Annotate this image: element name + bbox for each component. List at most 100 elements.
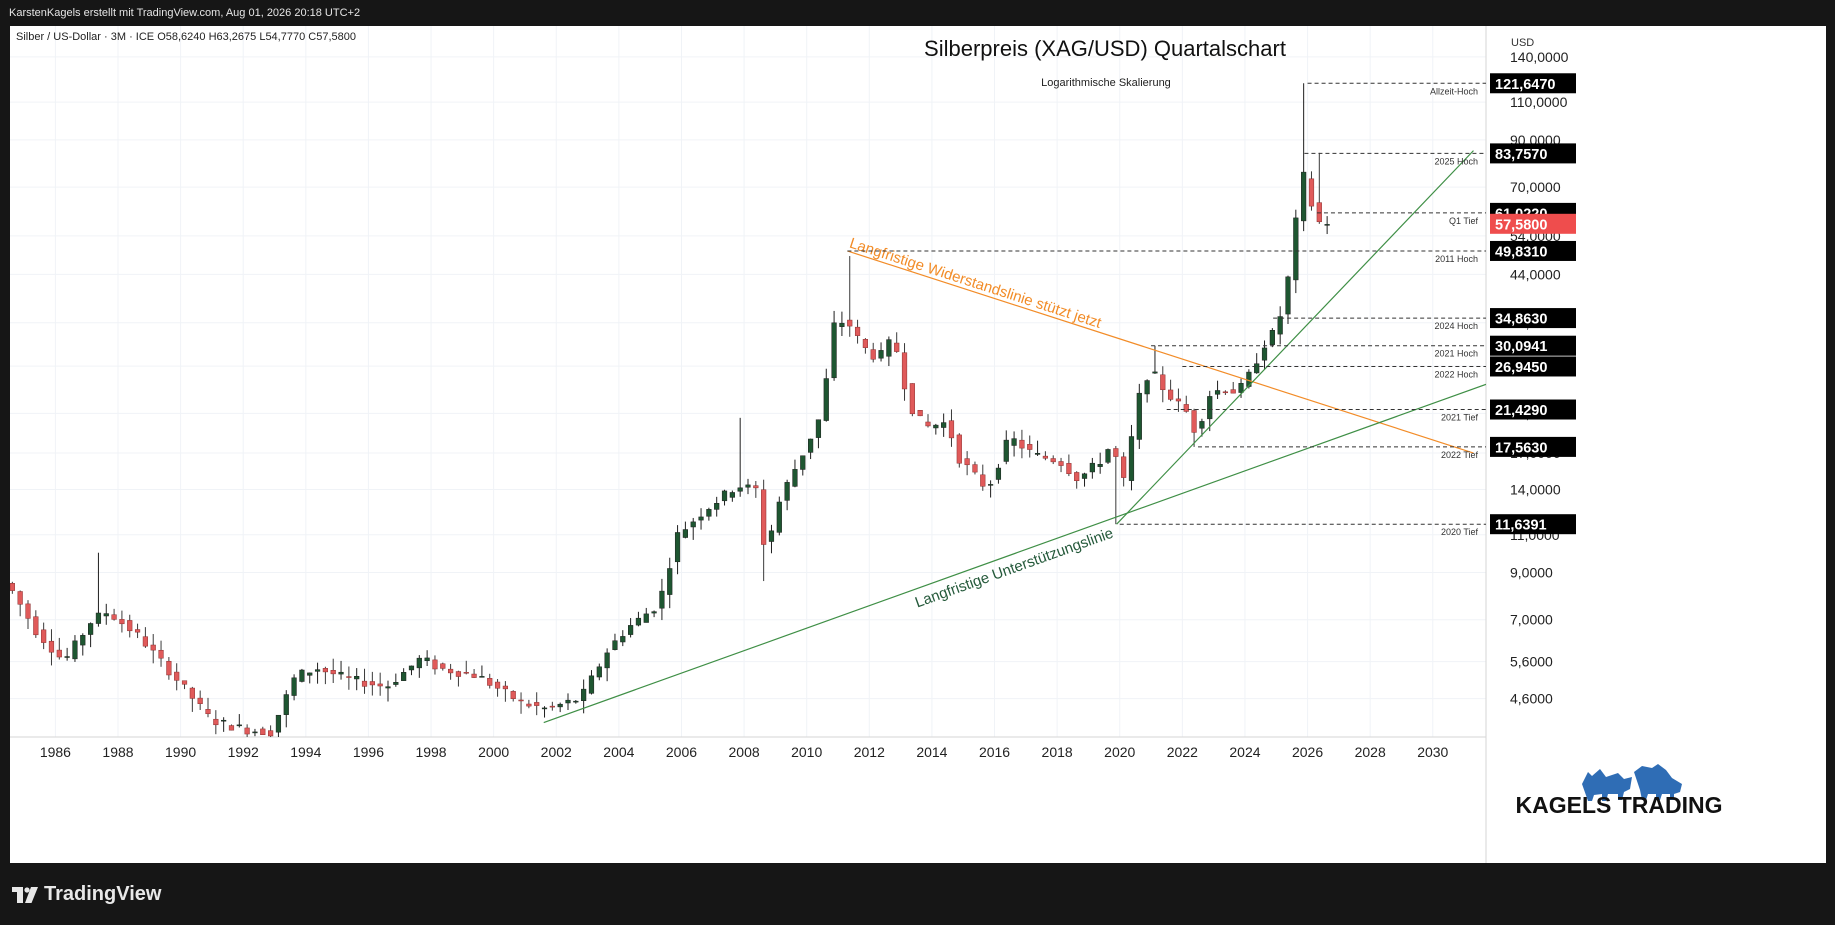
candle-body [408,665,415,671]
candle [455,670,462,687]
candle [706,507,712,521]
y-tick-label: 7,0000 [1510,612,1553,628]
candle-body [1136,392,1142,440]
candle-body [291,677,297,696]
candle [549,701,555,711]
level-price-tag: 21,4290 [1490,399,1576,420]
candle-body [1293,217,1299,281]
tradingview-logo[interactable]: TradingView [12,883,161,906]
level-label: 2022 Tief [1441,450,1479,460]
x-tick-label: 1988 [102,744,133,760]
candle-body [307,672,313,676]
candle-body [1113,448,1119,457]
candle-body [1214,390,1221,395]
candle [800,455,806,476]
candle-body [1003,439,1009,462]
trendline-0 [847,250,1474,454]
candle-body [330,670,336,675]
candle-body [134,629,141,633]
candle-body [10,583,15,591]
x-tick-label: 1990 [165,744,196,760]
candle [401,668,407,681]
x-tick-label: 2012 [854,744,885,760]
level-label: 2025 Hoch [1434,156,1478,166]
candle-body [1081,473,1088,479]
candle-body [909,383,915,415]
candle [753,481,759,498]
candle-body [142,636,148,647]
candle-body [854,326,861,336]
candle-body [1316,202,1322,223]
candle-body [784,482,790,501]
candle [1285,275,1291,324]
candle-body [1207,396,1213,420]
candle [17,590,23,617]
candle-body [988,484,994,486]
candle [674,525,681,575]
candle [72,635,78,662]
chart-title: Silberpreis (XAG/USD) Quartalschart [924,36,1286,61]
level-price-tag: 26,9450 [1490,356,1576,377]
candle [119,610,125,633]
candle-body [41,629,47,643]
candle [103,603,109,625]
candle-body [847,319,853,327]
candle [1011,431,1017,457]
y-tick-label: 9,0000 [1510,565,1553,581]
candle-body [361,680,368,687]
candle-body [1034,453,1041,455]
candle [150,634,156,664]
candle [1089,457,1095,479]
level-label: 2021 Hoch [1434,349,1478,359]
candle [620,630,626,647]
candle [737,417,743,497]
candle-body [150,644,156,651]
candle [479,665,485,678]
x-tick-label: 2020 [1104,744,1135,760]
candle [698,508,704,530]
candle [831,310,837,381]
candle-body [980,474,986,487]
candle-body [424,657,430,661]
candle-body [1128,436,1135,481]
level-label: 2011 Hoch [1435,254,1478,264]
candle-body [917,410,923,417]
candle-body [894,342,900,352]
candle [933,423,939,435]
candle [1277,306,1283,345]
candle-body [1152,371,1158,374]
candle [385,680,391,702]
chart-subtitle: Logarithmische Skalierung [1041,77,1171,89]
support-line-label: Langfristige Unterstützungslinie [913,525,1116,612]
candle [995,463,1002,484]
candle-body [565,699,571,704]
candle-body [25,603,31,619]
candle [1191,408,1197,447]
horizontal-levels: Allzeit-Hoch 2025 Hoch Q1 Tief 2011 Hoch 202… [847,82,1486,537]
price-chart[interactable]: KAGELS TRADING Langfristige Widerstandsli… [10,26,1826,863]
last-price-tag-box [1490,213,1576,234]
candle [988,480,994,498]
level-price-tag-text: 26,9450 [1495,360,1547,376]
candle [1230,381,1236,394]
candle-body [72,640,78,660]
candle [925,414,931,428]
candle-body [64,656,70,658]
candle [134,623,141,639]
symbol-legend: Silber / US-Dollar · 3M · ICE O58,6240 H… [16,31,356,43]
candle [1324,216,1330,235]
candle [980,464,986,491]
candle-body [588,675,595,694]
candle-body [596,666,602,678]
candle-body [1199,421,1205,429]
candle-body [197,697,203,704]
resistance-line-label: Langfristige Widerstandslinie stützt jet… [847,235,1104,332]
candles [10,83,1330,737]
resistance-line-label-text: Langfristige Widerstandslinie stützt jet… [847,235,1104,332]
chart-frame[interactable]: KAGELS TRADING Langfristige Widerstandsli… [10,26,1826,863]
attribution-bar: KarstenKagels erstellt mit TradingView.c… [0,0,1835,26]
level-price-tag: 49,8310 [1490,240,1576,261]
candle [1183,395,1189,413]
candle-body [635,617,642,626]
candle-body [432,659,438,670]
